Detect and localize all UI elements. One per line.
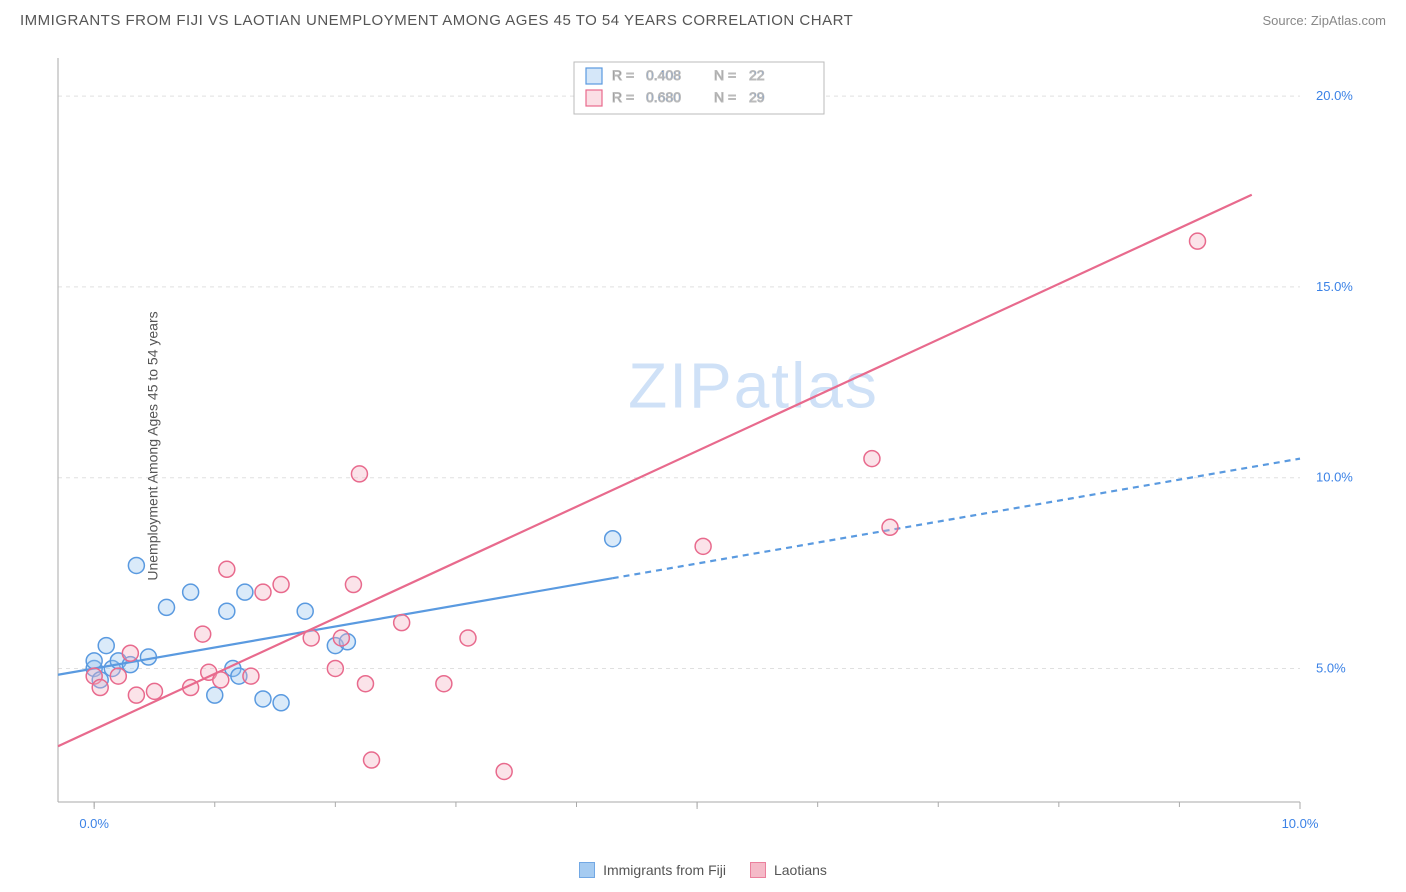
watermark: ZIPatlas — [628, 350, 879, 422]
data-point — [345, 577, 361, 593]
trend-line — [58, 195, 1252, 746]
data-point — [219, 561, 235, 577]
legend-correlation: R = 0.408 N = 22 R = 0.680 N = 29 — [574, 62, 824, 114]
data-point — [159, 599, 175, 615]
y-tick-label: 10.0% — [1316, 470, 1353, 485]
legend-text: N = — [714, 89, 736, 105]
data-point — [273, 577, 289, 593]
data-point — [219, 603, 235, 619]
x-tick-label: 10.0% — [1282, 816, 1319, 831]
data-point — [882, 519, 898, 535]
data-point — [110, 668, 126, 684]
legend-swatch — [586, 90, 602, 106]
x-tick-label: 0.0% — [79, 816, 109, 831]
trend-line-extrapolated — [613, 459, 1300, 579]
legend-swatch — [750, 862, 766, 878]
legend-label: Laotians — [774, 862, 827, 878]
data-point — [255, 584, 271, 600]
title-bar: IMMIGRANTS FROM FIJI VS LAOTIAN UNEMPLOY… — [20, 12, 1386, 29]
data-point — [436, 676, 452, 692]
data-point — [146, 683, 162, 699]
plot-area: Unemployment Among Ages 45 to 54 years 5… — [50, 50, 1390, 842]
data-point — [1190, 233, 1206, 249]
legend-text: 22 — [749, 67, 765, 83]
data-point — [357, 676, 373, 692]
data-point — [327, 660, 343, 676]
data-point — [122, 645, 138, 661]
data-point — [496, 763, 512, 779]
data-point — [98, 638, 114, 654]
data-point — [333, 630, 349, 646]
legend-swatch — [579, 862, 595, 878]
y-tick-label: 20.0% — [1316, 88, 1353, 103]
legend-text: N = — [714, 67, 736, 83]
data-point — [351, 466, 367, 482]
data-point — [695, 538, 711, 554]
data-point — [243, 668, 259, 684]
data-point — [207, 687, 223, 703]
legend-label: Immigrants from Fiji — [603, 862, 726, 878]
legend-swatch — [586, 68, 602, 84]
legend-item: Immigrants from Fiji — [579, 862, 726, 878]
legend-text: R = — [612, 89, 634, 105]
data-point — [273, 695, 289, 711]
chart-title: IMMIGRANTS FROM FIJI VS LAOTIAN UNEMPLOY… — [20, 12, 853, 29]
bottom-legend: Immigrants from Fiji Laotians — [0, 862, 1406, 878]
data-point — [255, 691, 271, 707]
y-tick-label: 5.0% — [1316, 660, 1346, 675]
data-point — [364, 752, 380, 768]
data-point — [394, 615, 410, 631]
data-point — [460, 630, 476, 646]
data-point — [605, 531, 621, 547]
data-point — [128, 557, 144, 573]
y-axis-label: Unemployment Among Ages 45 to 54 years — [145, 311, 161, 580]
data-point — [128, 687, 144, 703]
data-point — [183, 584, 199, 600]
data-point — [864, 451, 880, 467]
data-point — [195, 626, 211, 642]
legend-text: 29 — [749, 89, 765, 105]
data-point — [237, 584, 253, 600]
legend-text: 0.408 — [646, 67, 681, 83]
scatter-plot: 5.0% 10.0% 15.0% 20.0% 0.0% 10.0% ZIPatlas R = 0… — [50, 50, 1390, 842]
y-tick-label: 15.0% — [1316, 279, 1353, 294]
data-point — [92, 680, 108, 696]
legend-text: 0.680 — [646, 89, 681, 105]
legend-item: Laotians — [750, 862, 827, 878]
legend-text: R = — [612, 67, 634, 83]
data-point — [297, 603, 313, 619]
source-label: Source: ZipAtlas.com — [1262, 13, 1386, 28]
